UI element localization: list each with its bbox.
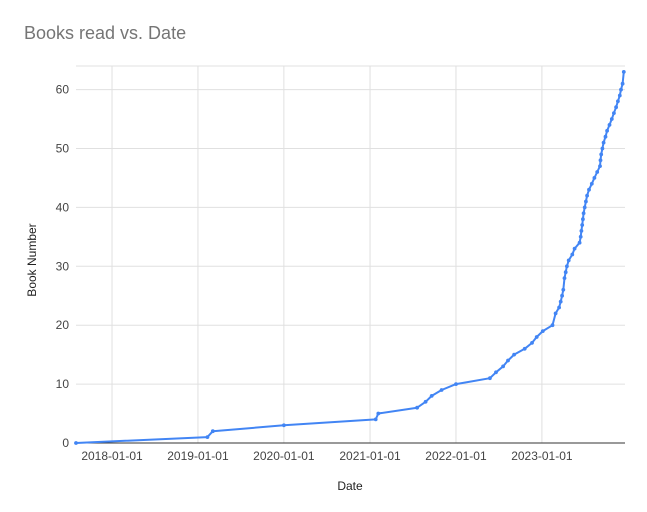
data-point xyxy=(607,123,612,127)
series-line-books xyxy=(74,70,626,445)
data-point xyxy=(558,299,563,304)
y-axis-label: Book Number xyxy=(25,223,39,296)
chart-title: Books read vs. Date xyxy=(24,23,186,43)
data-point xyxy=(561,287,566,292)
data-point xyxy=(566,258,571,263)
data-point xyxy=(439,388,444,392)
data-point xyxy=(454,382,458,386)
data-point xyxy=(534,335,539,339)
data-point xyxy=(592,176,597,180)
data-point xyxy=(530,341,534,345)
data-point xyxy=(619,87,623,92)
y-axis-ticks: 0 10 20 30 40 50 60 xyxy=(56,83,70,450)
data-point xyxy=(589,181,594,186)
gridlines xyxy=(76,65,625,443)
x-tick-label: 2021-01-01 xyxy=(339,449,401,463)
x-tick-label: 2019-01-01 xyxy=(167,449,229,463)
data-point xyxy=(429,394,434,398)
data-point xyxy=(376,411,381,416)
data-point xyxy=(609,117,614,121)
x-tick-label: 2020-01-01 xyxy=(253,449,315,463)
data-point xyxy=(423,399,428,404)
data-point xyxy=(585,193,589,198)
y-tick-label: 30 xyxy=(56,259,70,273)
y-tick-label: 0 xyxy=(62,436,69,450)
data-point xyxy=(605,128,609,133)
data-point xyxy=(603,134,608,139)
y-tick-label: 20 xyxy=(56,318,70,332)
data-point xyxy=(494,370,498,375)
data-point xyxy=(577,240,582,245)
data-point xyxy=(562,276,567,280)
data-point xyxy=(512,352,516,357)
data-point xyxy=(617,93,622,98)
data-point xyxy=(205,435,210,439)
x-tick-label: 2018-01-01 xyxy=(81,449,143,463)
data-point xyxy=(210,429,215,434)
data-point xyxy=(565,264,569,269)
data-point xyxy=(522,346,527,351)
data-point xyxy=(557,305,561,310)
data-point xyxy=(560,293,564,298)
data-point xyxy=(599,152,604,157)
x-axis-ticks: 2018-01-01 2019-01-01 2020-01-01 2021-01-01… xyxy=(81,449,573,463)
y-tick-label: 40 xyxy=(56,200,70,214)
x-tick-label: 2023-01-01 xyxy=(511,449,573,463)
data-point xyxy=(572,246,577,251)
data-point xyxy=(501,364,505,369)
data-point xyxy=(563,270,568,275)
data-point xyxy=(581,217,585,222)
data-point xyxy=(587,187,591,192)
y-tick-label: 50 xyxy=(56,141,70,155)
data-point xyxy=(506,358,510,363)
data-point xyxy=(612,111,616,115)
data-point xyxy=(584,199,588,204)
y-tick-label: 10 xyxy=(56,377,70,391)
data-point xyxy=(600,146,605,151)
y-tick-label: 60 xyxy=(56,83,70,97)
data-point xyxy=(616,99,620,104)
data-point xyxy=(570,252,575,257)
data-point xyxy=(598,158,603,163)
data-point xyxy=(595,170,600,174)
data-point xyxy=(488,376,492,381)
data-point xyxy=(620,81,625,86)
data-point xyxy=(74,441,78,445)
data-point xyxy=(373,417,378,422)
data-point xyxy=(621,70,626,74)
data-point xyxy=(601,140,606,145)
data-point xyxy=(553,311,558,316)
data-point xyxy=(579,229,584,233)
data-point xyxy=(540,329,545,333)
data-point xyxy=(282,423,286,428)
data-point xyxy=(550,323,555,328)
data-point xyxy=(581,211,586,216)
data-point xyxy=(598,164,602,169)
data-point xyxy=(415,405,419,410)
x-axis-label: Date xyxy=(337,479,363,493)
data-point xyxy=(582,205,587,210)
data-point xyxy=(614,105,618,110)
data-point xyxy=(578,234,583,239)
x-tick-label: 2022-01-01 xyxy=(425,449,487,463)
data-point xyxy=(580,223,585,227)
